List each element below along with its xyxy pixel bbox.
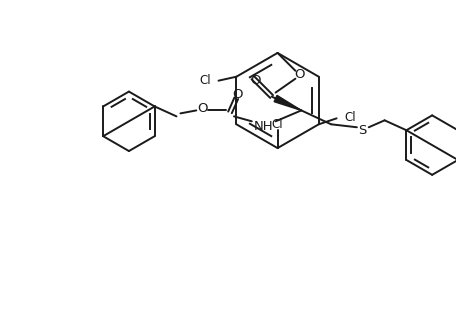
Text: NH: NH [254,120,273,133]
Text: Cl: Cl [272,118,284,131]
Text: O: O [233,88,243,101]
Polygon shape [274,95,301,111]
Text: Cl: Cl [199,74,211,87]
Text: O: O [294,68,305,81]
Text: O: O [251,74,261,87]
Text: S: S [359,124,367,137]
Text: Cl: Cl [344,111,356,124]
Text: O: O [197,102,207,115]
